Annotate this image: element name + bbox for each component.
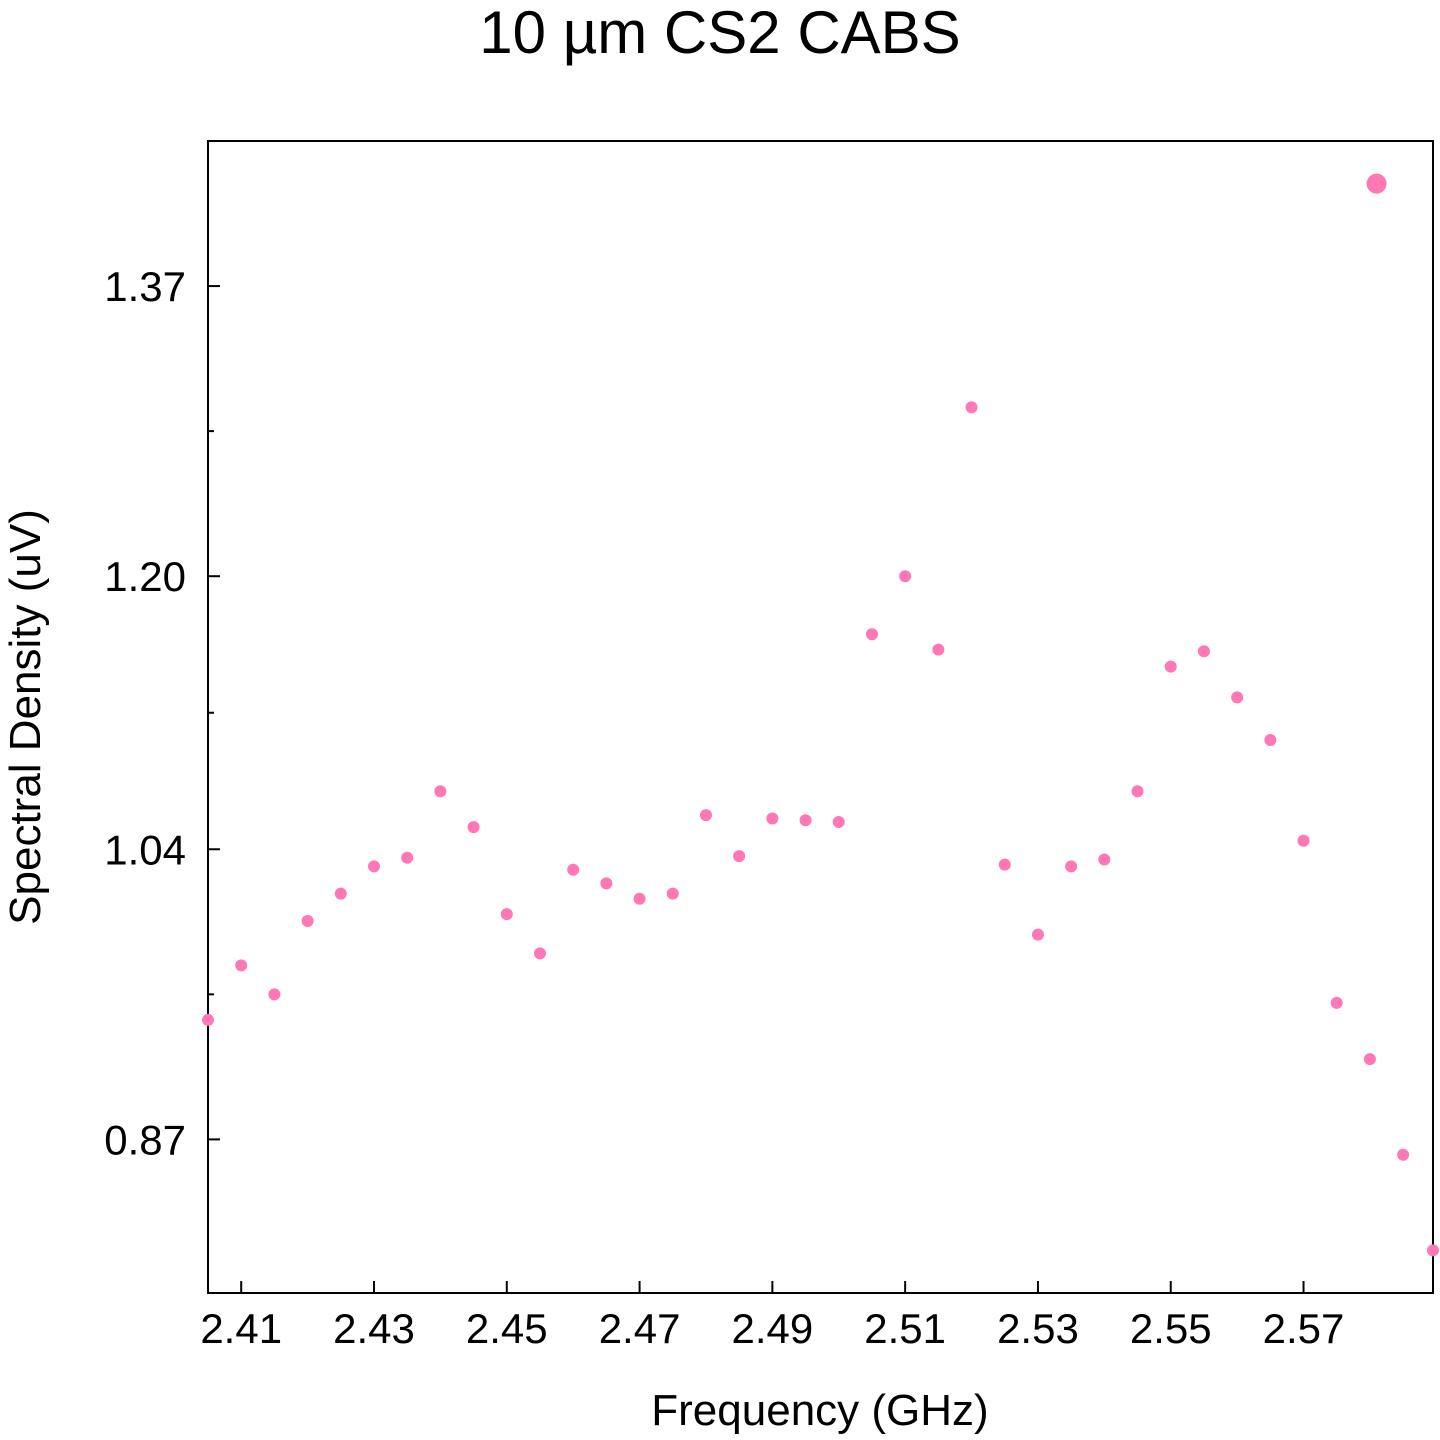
data-point [1297, 834, 1310, 847]
data-point [1363, 1053, 1376, 1066]
data-point [500, 908, 513, 921]
data-point [434, 785, 447, 798]
data-point [268, 988, 281, 1001]
y-tick-label: 1.37 [104, 263, 186, 310]
chart-title: 10 µm CS2 CABS [479, 0, 960, 66]
data-point [467, 821, 480, 834]
data-point [832, 815, 845, 828]
data-point [1330, 996, 1343, 1009]
data-point [533, 947, 546, 960]
data-point [1427, 1244, 1439, 1257]
data-point [235, 959, 248, 972]
x-tick-label: 2.47 [599, 1305, 681, 1352]
data-point [1264, 734, 1277, 747]
y-tick-label: 1.04 [104, 826, 186, 873]
x-axis-label: Frequency (GHz) [651, 1386, 988, 1435]
data-point [699, 809, 712, 822]
data-point [733, 850, 746, 863]
data-point [1231, 691, 1244, 704]
data-point [600, 877, 613, 890]
data-point [301, 914, 314, 927]
y-axis: 0.87 1.04 1.20 1.37 [104, 263, 220, 1163]
y-tick-label: 0.87 [104, 1116, 186, 1163]
y-tick-label: 1.20 [104, 553, 186, 600]
data-point [202, 1013, 214, 1026]
x-tick-label: 2.41 [200, 1305, 282, 1352]
x-tick-label: 2.53 [997, 1305, 1079, 1352]
data-point [666, 887, 679, 900]
x-tick-label: 2.55 [1130, 1305, 1212, 1352]
x-tick-label: 2.45 [466, 1305, 548, 1352]
data-point [633, 892, 646, 905]
highlighted-data-point [1366, 173, 1387, 194]
data-point [401, 851, 414, 864]
data-point [1098, 853, 1111, 866]
data-point [1197, 645, 1210, 658]
data-point [865, 628, 878, 641]
data-point [567, 863, 580, 876]
data-point [965, 401, 978, 414]
data-point [1031, 928, 1044, 941]
data-point [998, 858, 1011, 871]
data-point [367, 860, 380, 873]
data-point [932, 643, 945, 656]
y-axis-label: Spectral Density (uV) [1, 509, 50, 925]
data-point [1131, 785, 1144, 798]
x-tick-label: 2.57 [1263, 1305, 1345, 1352]
data-point [1164, 660, 1177, 673]
x-tick-label: 2.51 [864, 1305, 946, 1352]
data-point [766, 812, 779, 825]
data-points [202, 173, 1439, 1257]
data-point [334, 887, 347, 900]
data-point [1397, 1148, 1410, 1161]
x-tick-label: 2.43 [333, 1305, 415, 1352]
plot-frame [207, 140, 1434, 1294]
data-point [799, 814, 812, 827]
data-point [1065, 860, 1078, 873]
x-axis: 2.41 2.43 2.45 2.47 2.49 2.51 2.53 2.55 2.57 [200, 1281, 1344, 1352]
x-tick-label: 2.49 [731, 1305, 813, 1352]
data-point [899, 570, 912, 583]
